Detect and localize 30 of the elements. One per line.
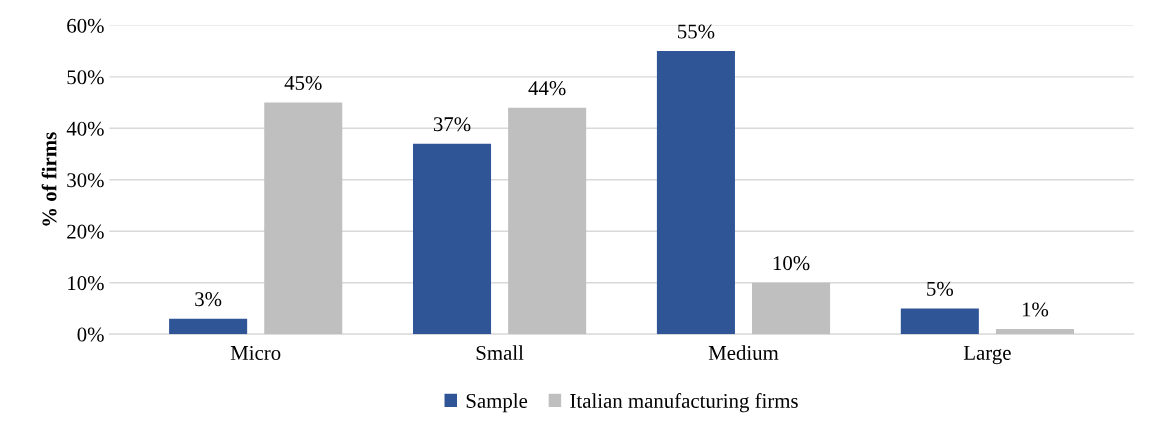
y-tick-label: 0% [77, 327, 104, 342]
data-label: 45% [284, 75, 322, 91]
x-tick-label: Medium [708, 345, 779, 360]
y-axis-title: % of firms [41, 132, 57, 226]
bar [169, 318, 248, 335]
legend-label: Italian manufacturing firms [570, 393, 798, 413]
bar [508, 107, 587, 335]
y-tick-label: 60% [67, 18, 104, 33]
legend-label: Sample [466, 393, 528, 413]
data-label: 1% [1022, 302, 1049, 317]
bar [656, 51, 735, 335]
data-label: 37% [433, 117, 471, 132]
y-tick-label: 20% [67, 224, 104, 239]
data-label: 3% [195, 292, 222, 307]
bar [995, 329, 1074, 335]
y-tick-label: 40% [66, 121, 104, 136]
x-tick-label: Small [476, 345, 524, 360]
x-tick-label: Micro [230, 345, 281, 360]
data-label: 5% [927, 281, 954, 296]
bar [752, 282, 831, 335]
bar [413, 143, 492, 335]
y-tick-label: 10% [68, 276, 104, 291]
bar [264, 102, 343, 335]
y-tick-label: 30% [67, 173, 104, 188]
x-tick-label: Large [963, 346, 1011, 365]
bar [900, 308, 979, 335]
data-label: 55% [678, 24, 715, 39]
data-label: 10% [773, 256, 810, 271]
y-tick-label: 50% [67, 70, 104, 85]
data-label: 44% [528, 81, 566, 96]
